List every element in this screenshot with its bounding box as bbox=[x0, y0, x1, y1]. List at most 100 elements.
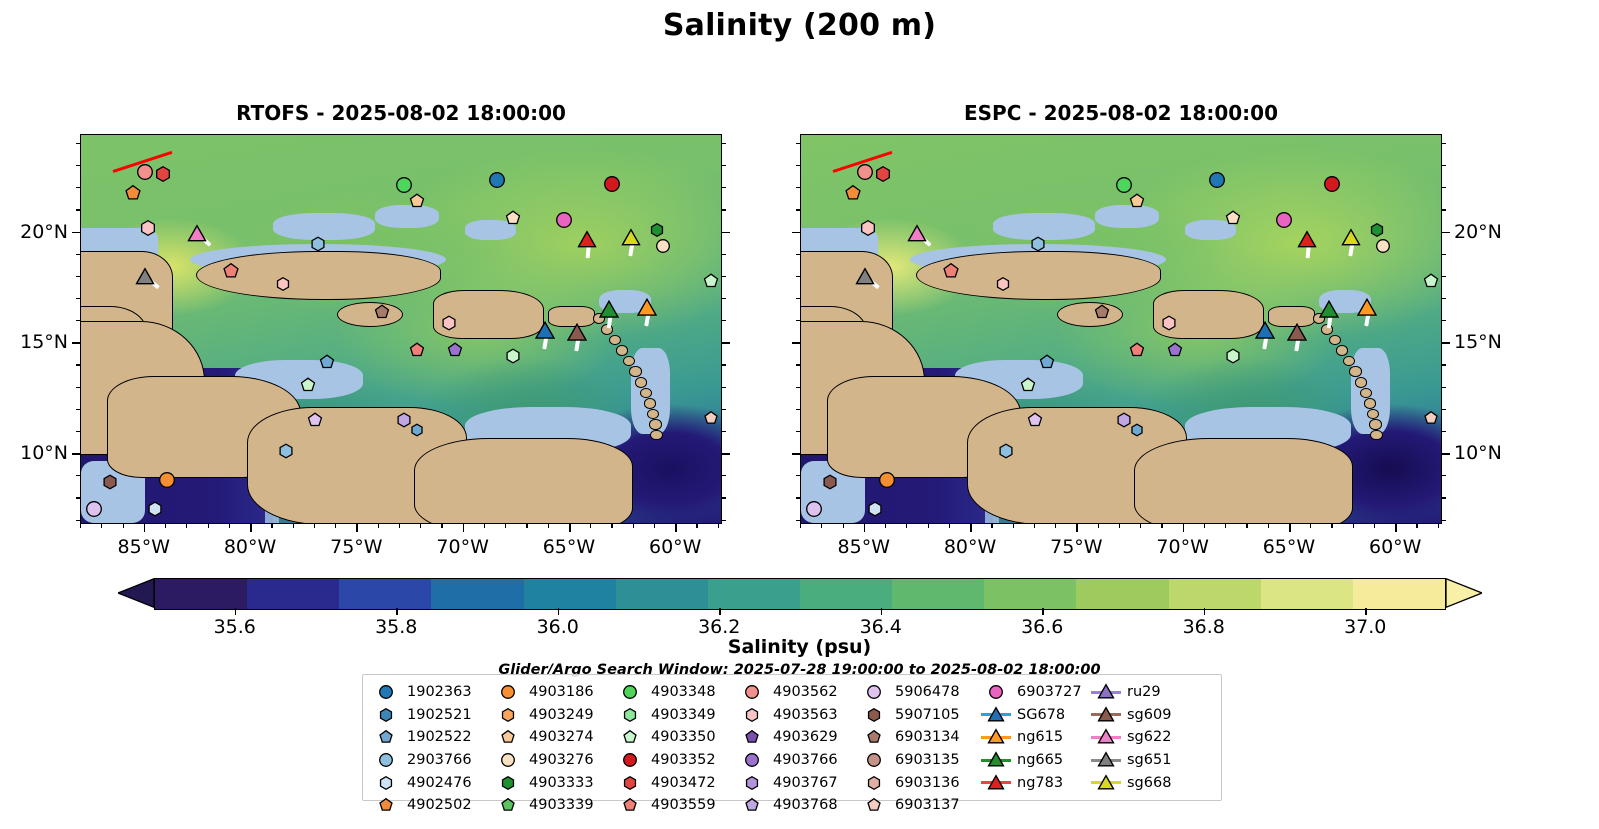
argo-float-marker[interactable] bbox=[319, 354, 335, 370]
argo-float-marker[interactable] bbox=[441, 315, 457, 331]
map-canvas-rtofs[interactable] bbox=[80, 134, 722, 524]
legend-item[interactable]: 4903562 bbox=[737, 681, 859, 704]
legend-item[interactable]: 4903249 bbox=[493, 704, 615, 727]
argo-float-marker[interactable] bbox=[137, 163, 154, 180]
argo-float-marker[interactable] bbox=[396, 412, 412, 428]
legend-item[interactable]: 5907105 bbox=[859, 704, 981, 727]
argo-float-marker[interactable] bbox=[410, 423, 424, 437]
glider-marker[interactable] bbox=[1297, 230, 1317, 249]
legend-item[interactable]: 4902502 bbox=[371, 794, 493, 817]
argo-float-marker[interactable] bbox=[1094, 303, 1110, 320]
argo-float-marker[interactable] bbox=[1161, 315, 1177, 331]
glider-marker[interactable] bbox=[621, 228, 641, 247]
legend-item[interactable]: 6903136 bbox=[859, 771, 981, 794]
legend-item[interactable]: 4903352 bbox=[615, 749, 737, 772]
argo-float-marker[interactable] bbox=[1039, 354, 1055, 370]
argo-float-marker[interactable] bbox=[860, 220, 877, 237]
argo-float-marker[interactable] bbox=[1130, 423, 1144, 437]
argo-float-marker[interactable] bbox=[125, 185, 142, 202]
argo-float-marker[interactable] bbox=[1027, 412, 1043, 428]
legend-item[interactable]: 4903559 bbox=[615, 794, 737, 817]
argo-float-marker[interactable] bbox=[1424, 411, 1439, 426]
argo-float-marker[interactable] bbox=[505, 210, 521, 226]
argo-float-marker[interactable] bbox=[867, 501, 883, 517]
legend-item[interactable]: 4903472 bbox=[615, 771, 737, 794]
glider-marker[interactable] bbox=[637, 297, 658, 318]
glider-marker[interactable] bbox=[535, 320, 555, 341]
argo-float-marker[interactable] bbox=[703, 272, 719, 289]
glider-marker[interactable] bbox=[855, 267, 875, 286]
legend-item[interactable]: 4902476 bbox=[371, 771, 493, 794]
argo-float-marker[interactable] bbox=[223, 262, 240, 279]
argo-float-marker[interactable] bbox=[102, 474, 118, 490]
argo-float-marker[interactable] bbox=[656, 238, 671, 253]
legend-item[interactable]: 2903766 bbox=[371, 749, 493, 772]
glider-marker[interactable] bbox=[1287, 322, 1307, 343]
argo-float-marker[interactable] bbox=[943, 262, 960, 279]
legend-item[interactable]: 1902521 bbox=[371, 704, 493, 727]
argo-float-marker[interactable] bbox=[879, 472, 896, 489]
argo-float-marker[interactable] bbox=[1225, 348, 1241, 364]
legend-item[interactable]: sg668 bbox=[1091, 771, 1201, 794]
argo-float-marker[interactable] bbox=[409, 342, 425, 358]
argo-float-marker[interactable] bbox=[1423, 272, 1439, 289]
legend-item[interactable]: ru29 bbox=[1091, 681, 1201, 704]
legend-item[interactable]: 4903333 bbox=[493, 771, 615, 794]
legend-item[interactable]: 6903727 bbox=[981, 681, 1091, 704]
legend-item[interactable]: 4903276 bbox=[493, 749, 615, 772]
legend-item[interactable]: 4903767 bbox=[737, 771, 859, 794]
legend-item[interactable]: 4903348 bbox=[615, 681, 737, 704]
glider-marker[interactable] bbox=[1319, 299, 1339, 320]
map-canvas-espc[interactable] bbox=[800, 134, 1442, 524]
glider-marker[interactable] bbox=[187, 224, 207, 243]
glider-marker[interactable] bbox=[907, 224, 927, 243]
argo-float-marker[interactable] bbox=[1209, 171, 1226, 188]
legend-item[interactable]: 4903186 bbox=[493, 681, 615, 704]
argo-float-marker[interactable] bbox=[489, 171, 506, 188]
argo-float-marker[interactable] bbox=[998, 443, 1014, 459]
legend-item[interactable]: 4903339 bbox=[493, 794, 615, 817]
argo-float-marker[interactable] bbox=[1116, 412, 1132, 428]
legend-item[interactable]: ng783 bbox=[981, 771, 1091, 794]
legend-panel[interactable]: 1902363 1902521 1902522 2903766 4902476 49025… bbox=[362, 674, 1222, 813]
legend-item[interactable]: 4903350 bbox=[615, 726, 737, 749]
argo-float-marker[interactable] bbox=[140, 220, 157, 237]
legend-item[interactable]: 4903768 bbox=[737, 794, 859, 817]
argo-float-marker[interactable] bbox=[374, 303, 390, 320]
argo-float-marker[interactable] bbox=[1030, 236, 1046, 252]
legend-item[interactable]: sg622 bbox=[1091, 726, 1201, 749]
argo-float-marker[interactable] bbox=[278, 443, 294, 459]
glider-marker[interactable] bbox=[1341, 228, 1361, 247]
legend-item[interactable]: 4903766 bbox=[737, 749, 859, 772]
argo-float-marker[interactable] bbox=[805, 501, 822, 518]
argo-float-marker[interactable] bbox=[1376, 238, 1391, 253]
legend-item[interactable]: 5906478 bbox=[859, 681, 981, 704]
glider-marker[interactable] bbox=[135, 267, 155, 286]
argo-float-marker[interactable] bbox=[300, 377, 316, 393]
legend-item[interactable]: 6903135 bbox=[859, 749, 981, 772]
argo-float-marker[interactable] bbox=[1129, 342, 1145, 358]
argo-float-marker[interactable] bbox=[1129, 193, 1145, 209]
argo-float-marker[interactable] bbox=[845, 185, 862, 202]
argo-float-marker[interactable] bbox=[822, 474, 838, 490]
legend-item[interactable]: 4903274 bbox=[493, 726, 615, 749]
argo-float-marker[interactable] bbox=[604, 175, 621, 192]
legend-item[interactable]: 4903629 bbox=[737, 726, 859, 749]
argo-float-marker[interactable] bbox=[704, 411, 719, 426]
argo-float-marker[interactable] bbox=[1116, 177, 1133, 194]
legend-item[interactable]: SG678 bbox=[981, 704, 1091, 727]
argo-float-marker[interactable] bbox=[159, 472, 176, 489]
argo-float-marker[interactable] bbox=[995, 277, 1010, 292]
legend-item[interactable]: sg651 bbox=[1091, 749, 1201, 772]
argo-float-marker[interactable] bbox=[1167, 342, 1183, 358]
glider-marker[interactable] bbox=[567, 322, 587, 343]
argo-float-marker[interactable] bbox=[275, 277, 290, 292]
argo-float-marker[interactable] bbox=[874, 165, 891, 182]
argo-float-marker[interactable] bbox=[147, 501, 163, 517]
legend-item[interactable]: 4903563 bbox=[737, 704, 859, 727]
map-panel-rtofs[interactable]: RTOFS - 2025-08-02 18:00:00 bbox=[80, 101, 722, 524]
argo-float-marker[interactable] bbox=[556, 212, 573, 229]
glider-marker[interactable] bbox=[1255, 320, 1275, 341]
legend-item[interactable]: 6903134 bbox=[859, 726, 981, 749]
argo-float-marker[interactable] bbox=[1225, 210, 1241, 226]
